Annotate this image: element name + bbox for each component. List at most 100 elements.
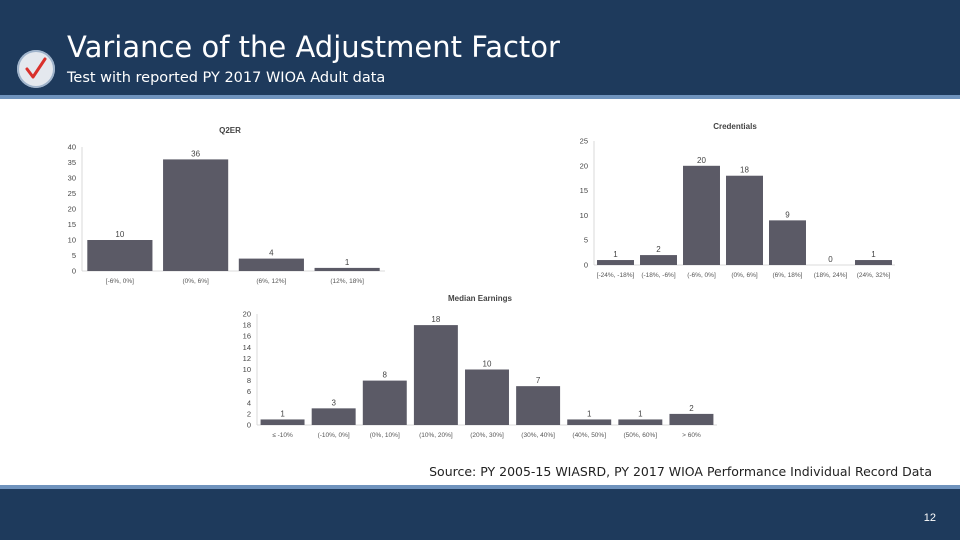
data-label: 18 <box>740 166 749 175</box>
category-label: [-24%, -18%] <box>597 272 635 279</box>
y-tick-label: 8 <box>247 376 251 385</box>
y-tick-label: 10 <box>580 211 588 220</box>
data-label: 8 <box>383 371 388 380</box>
data-label: 3 <box>331 398 336 407</box>
y-tick-label: 30 <box>68 174 76 183</box>
category-label: (-10%, 0%] <box>318 432 350 439</box>
slide-title: Variance of the Adjustment Factor <box>67 30 560 64</box>
category-label: (10%, 20%] <box>419 432 453 439</box>
data-label: 4 <box>269 249 274 258</box>
bar <box>726 175 763 265</box>
chart-title: Median Earnings <box>448 294 513 303</box>
y-tick-label: 0 <box>72 267 76 276</box>
y-tick-label: 16 <box>243 332 251 341</box>
category-label: [-6%, 0%] <box>106 278 134 285</box>
category-label: (40%, 50%] <box>572 432 606 439</box>
category-label: (6%, 12%] <box>256 278 286 285</box>
bar <box>87 240 153 271</box>
y-tick-label: 10 <box>68 236 76 245</box>
y-tick-label: 14 <box>243 343 251 352</box>
y-tick-label: 10 <box>243 365 251 374</box>
chart-title: Q2ER <box>219 126 241 135</box>
bar <box>362 380 407 425</box>
bar <box>618 419 663 425</box>
chart-q2er: Q2ER 0 5 10 15 20 25 30 35 40 10 [-6%, 0%] 36 (0%, 6%… <box>68 126 385 285</box>
header-divider <box>0 95 960 99</box>
y-tick-label: 35 <box>68 158 76 167</box>
y-tick-label: 12 <box>243 354 251 363</box>
bar <box>567 419 612 425</box>
category-label: (30%, 40%] <box>521 432 555 439</box>
category-label: (6%, 18%] <box>773 272 803 279</box>
footer-divider <box>0 485 960 489</box>
checkmark-badge <box>17 50 55 88</box>
data-label: 2 <box>689 404 694 413</box>
y-tick-label: 18 <box>243 321 251 330</box>
y-tick-label: 20 <box>580 161 588 170</box>
slide-content: Q2ER 0 5 10 15 20 25 30 35 40 10 [-6%, 0%] 36 (0%, 6%… <box>0 99 960 485</box>
data-label: 1 <box>345 258 350 267</box>
source-note: Source: PY 2005-15 WIASRD, PY 2017 WIOA … <box>429 464 932 479</box>
category-label: (18%, 24%] <box>814 272 848 279</box>
slide-subtitle: Test with reported PY 2017 WIOA Adult da… <box>67 70 386 86</box>
bar <box>260 419 305 425</box>
data-label: 7 <box>536 376 541 385</box>
bar <box>311 408 356 425</box>
bar <box>238 258 304 271</box>
bar <box>163 159 229 271</box>
category-label: (20%, 30%] <box>470 432 504 439</box>
page-number: 12 <box>923 512 936 524</box>
bar <box>669 413 714 425</box>
y-tick-label: 0 <box>584 261 588 270</box>
slide-header: Variance of the Adjustment Factor Test w… <box>0 0 960 96</box>
data-label: 9 <box>785 210 790 219</box>
bar <box>769 220 806 265</box>
data-label: 10 <box>483 360 492 369</box>
category-label: (50%, 60%] <box>624 432 658 439</box>
data-label: 2 <box>656 245 661 254</box>
category-label: (0%, 6%] <box>182 278 209 285</box>
y-tick-label: 6 <box>247 387 251 396</box>
data-label: 1 <box>638 409 643 418</box>
y-tick-label: 40 <box>68 143 76 152</box>
y-tick-label: 15 <box>68 220 76 229</box>
category-label: (-6%, 0%] <box>687 272 716 279</box>
data-label: 20 <box>697 156 706 165</box>
data-label: 1 <box>613 250 618 259</box>
data-label: 1 <box>587 409 592 418</box>
y-tick-label: 20 <box>243 310 251 319</box>
data-label: 10 <box>115 230 124 239</box>
y-tick-label: 0 <box>247 421 251 430</box>
checkmark-icon <box>25 57 47 79</box>
bar <box>516 386 561 425</box>
y-tick-label: 15 <box>580 186 588 195</box>
data-label: 36 <box>191 149 200 158</box>
y-tick-label: 2 <box>247 409 251 418</box>
bar <box>640 255 677 265</box>
bar <box>314 267 380 271</box>
category-label: (0%, 10%] <box>370 432 400 439</box>
bar <box>465 369 509 425</box>
category-label: (0%, 6%] <box>731 272 758 279</box>
data-label: 1 <box>280 409 285 418</box>
data-label: 0 <box>828 255 833 264</box>
category-label: (12%, 18%] <box>330 278 364 285</box>
y-tick-label: 4 <box>247 398 251 407</box>
y-tick-label: 25 <box>580 137 588 146</box>
y-tick-label: 20 <box>68 205 76 214</box>
category-label: ≤ -10% <box>272 432 293 439</box>
data-label: 1 <box>871 250 876 259</box>
data-label: 18 <box>431 315 440 324</box>
bar <box>597 260 634 265</box>
bar <box>413 325 458 425</box>
chart-title: Credentials <box>713 122 757 131</box>
category-label: (-18%, -6%] <box>641 272 676 279</box>
y-tick-label: 5 <box>584 236 588 245</box>
bar <box>683 165 720 265</box>
y-tick-label: 25 <box>68 189 76 198</box>
bar <box>855 260 892 265</box>
category-label: (24%, 32%] <box>857 272 891 279</box>
